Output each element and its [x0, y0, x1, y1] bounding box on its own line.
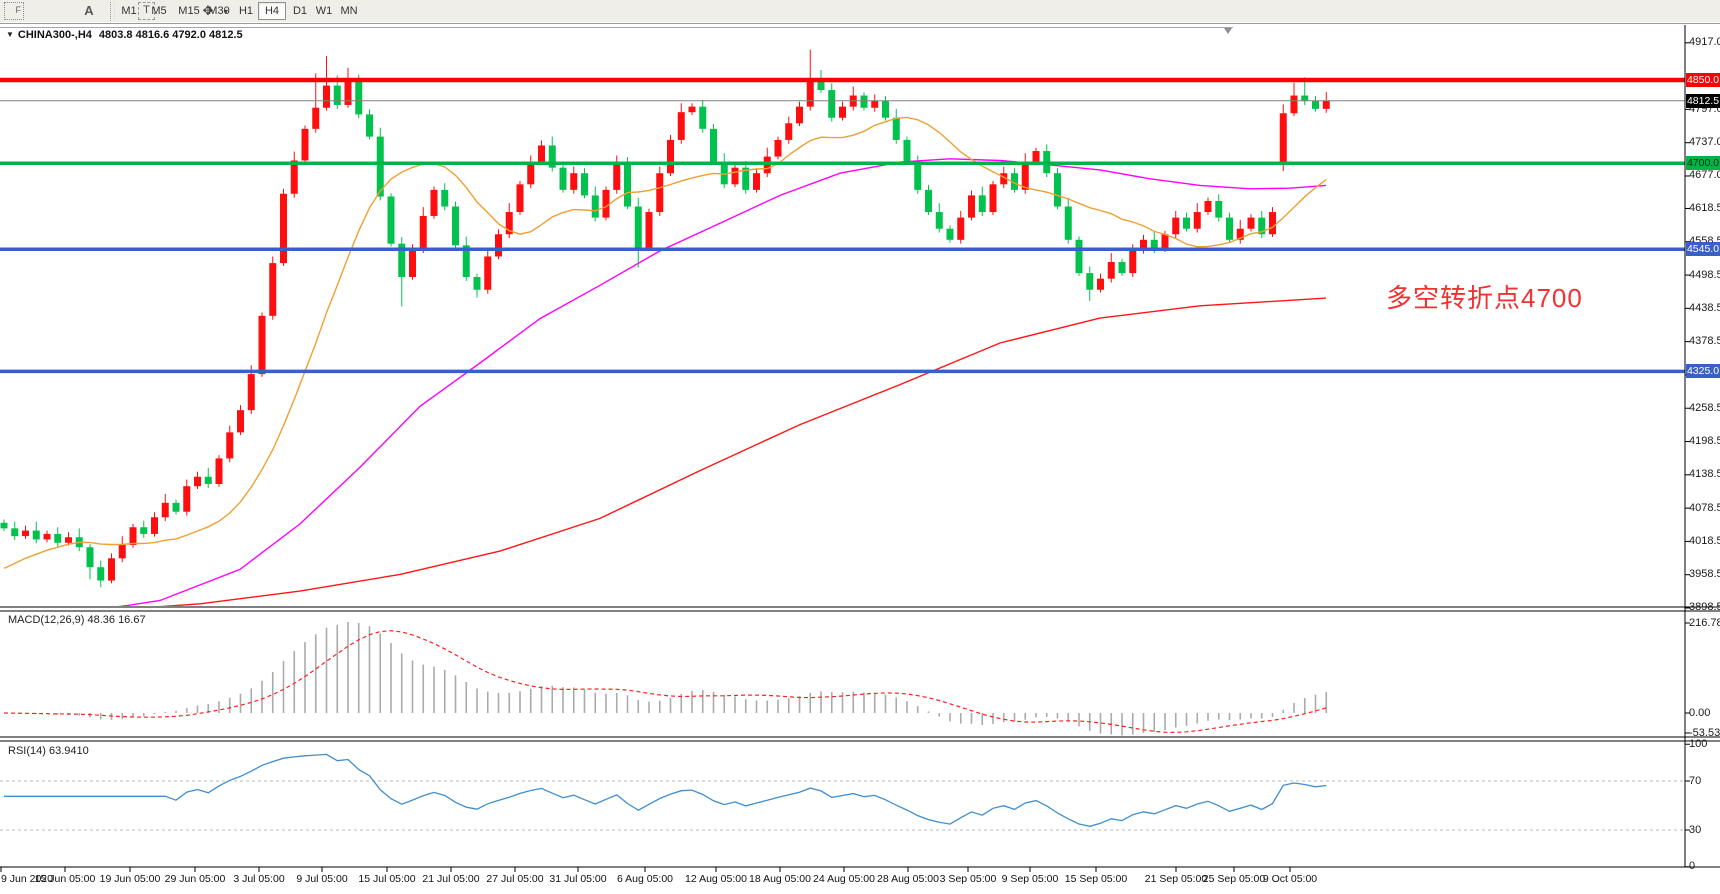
macd-tick-label: 0.00: [1689, 707, 1711, 719]
frame-layer: [0, 25, 1720, 872]
macd-tick-label: -53.53: [1689, 727, 1720, 739]
timeframe-button-H1[interactable]: H1: [238, 5, 254, 17]
toolbar-separator: [110, 2, 115, 21]
arrows-tool-icon[interactable]: ✥: [202, 3, 214, 18]
rsi-indicator-label: RSI(14) 63.9410: [8, 745, 89, 757]
price-tick-label: 4018.5: [1689, 534, 1720, 547]
price-badge-4850.0: 4850.0: [1686, 73, 1720, 87]
time-tick-label: 3 Jul 05:00: [233, 873, 285, 885]
timeframe-button-W1[interactable]: W1: [315, 5, 333, 17]
time-tick-label: 9 Jul 05:00: [296, 873, 348, 885]
price-tick-label: 4378.5: [1689, 335, 1720, 348]
price-tick-label: 4438.5: [1689, 301, 1720, 314]
rsi-layer: [0, 753, 1685, 831]
chart-dropdown-icon[interactable]: ▼: [6, 30, 14, 39]
macd-indicator-label: MACD(12,26,9) 48.36 16.67: [8, 614, 146, 626]
horizontal-lines-layer: [0, 77, 1685, 374]
time-tick-label: 21 Jul 05:00: [422, 873, 480, 885]
ohlc-values: 4803.8 4816.6 4792.0 4812.5: [98, 29, 243, 41]
time-tick-label: 25 Sep 05:00: [1202, 873, 1266, 885]
time-tick-label: 19 Jun 05:00: [99, 873, 161, 885]
time-tick-label: 18 Aug 05:00: [749, 873, 811, 885]
time-tick-label: 15 Jul 05:00: [358, 873, 416, 885]
rsi-tick-label: 100: [1689, 737, 1708, 750]
price-tick-label: 4498.5: [1689, 268, 1720, 281]
price-tick-label: 4138.5: [1689, 468, 1720, 481]
time-tick-label: 3 Sep 05:00: [939, 873, 997, 885]
price-badge-4545.0: 4545.0: [1686, 242, 1720, 257]
time-tick-label: 9 Oct 05:00: [1262, 873, 1318, 885]
timeframe-button-M15[interactable]: M15: [178, 5, 200, 17]
text-tool-icon[interactable]: A: [84, 3, 94, 18]
price-badge-4325.0: 4325.0: [1686, 364, 1720, 379]
macd-tick-label: 216.78: [1689, 617, 1720, 629]
price-tick-label: 3898.5: [1689, 601, 1720, 614]
chart-top-border: [0, 27, 1233, 28]
time-tick-label: 15 Jun 05:00: [34, 873, 96, 885]
moving-averages-layer: [3, 116, 1327, 606]
price-badge-4812.5: 4812.5: [1686, 93, 1720, 108]
fibonacci-tool-icon[interactable]: F: [4, 2, 24, 20]
timeframe-button-D1[interactable]: D1: [292, 5, 308, 17]
symbol-name: CHINA300-,H4: [17, 29, 92, 41]
rsi-tick-label: 70: [1689, 774, 1702, 787]
timeframe-button-H4[interactable]: H4: [258, 2, 286, 20]
toolbar: F A T ✥ ▾ M1 M5 M15 M30 H1 H4 D1 W1 MN: [0, 0, 1720, 24]
time-tick-label: 29 Jun 05:00: [164, 873, 226, 885]
rsi-line: [4, 753, 1327, 827]
ma-fast-orange-line: [3, 116, 1327, 570]
time-tick-label: 12 Aug 05:00: [685, 873, 747, 885]
time-tick-label: 9 Sep 05:00: [1001, 873, 1059, 885]
arrows-dropdown-icon[interactable]: ▾: [223, 7, 228, 16]
rsi-name: RSI(14): [8, 745, 46, 757]
time-tick-label: 15 Sep 05:00: [1064, 873, 1128, 885]
price-tick-label: 4078.5: [1689, 501, 1720, 514]
ma-slow-red-line: [159, 297, 1327, 606]
time-tick-label: 21 Sep 05:00: [1144, 873, 1208, 885]
rsi-tick-label: 0: [1689, 860, 1696, 873]
time-tick-label: 24 Aug 05:00: [813, 873, 875, 885]
candles-layer: [0, 49, 1330, 588]
price-tick-label: 4198.5: [1689, 435, 1720, 448]
chart-shift-marker[interactable]: [1224, 28, 1232, 34]
time-tick-label: 27 Jul 05:00: [486, 873, 544, 885]
macd-name: MACD(12,26,9): [8, 614, 85, 626]
time-tick-label: 28 Aug 05:00: [877, 873, 939, 885]
macd-layer: [3, 622, 1328, 736]
price-tick-label: 4677.0: [1689, 169, 1720, 182]
chart-area[interactable]: ▼ CHINA300-,H4 4803.8 4816.6 4792.0 4812.5…: [0, 24, 1720, 894]
macd-values: 48.36 16.67: [87, 614, 146, 626]
timeframe-button-MN[interactable]: MN: [340, 5, 358, 17]
price-tick-label: 4737.0: [1689, 136, 1720, 149]
symbol-label: ▼ CHINA300-,H4 4803.8 4816.6 4792.0 4812.5: [6, 29, 243, 41]
timeframe-button-M1[interactable]: M1: [121, 5, 137, 17]
text-label-tool-icon[interactable]: T: [138, 2, 155, 20]
rsi-value: 63.9410: [48, 745, 89, 757]
time-tick-label: 9 Jun 2020: [1, 873, 53, 885]
time-tick-label: 31 Jul 05:00: [549, 873, 607, 885]
timeframe-button-M30[interactable]: M30: [208, 5, 230, 17]
ma-mid-magenta-line: [119, 158, 1327, 606]
price-annotation-text[interactable]: 多空转折点4700: [1386, 283, 1583, 313]
price-tick-label: 4258.5: [1689, 401, 1720, 414]
price-tick-label: 4917.0: [1689, 36, 1720, 49]
macd-signal-line: [3, 630, 1327, 734]
price-tick-label: 3958.5: [1689, 568, 1720, 581]
price-tick-label: 4618.5: [1689, 201, 1720, 214]
time-tick-label: 6 Aug 05:00: [616, 873, 674, 885]
rsi-tick-label: 30: [1689, 823, 1702, 836]
price-badge-4700.0: 4700.0: [1686, 156, 1720, 171]
timeframe-button-M5[interactable]: M5: [151, 5, 167, 17]
